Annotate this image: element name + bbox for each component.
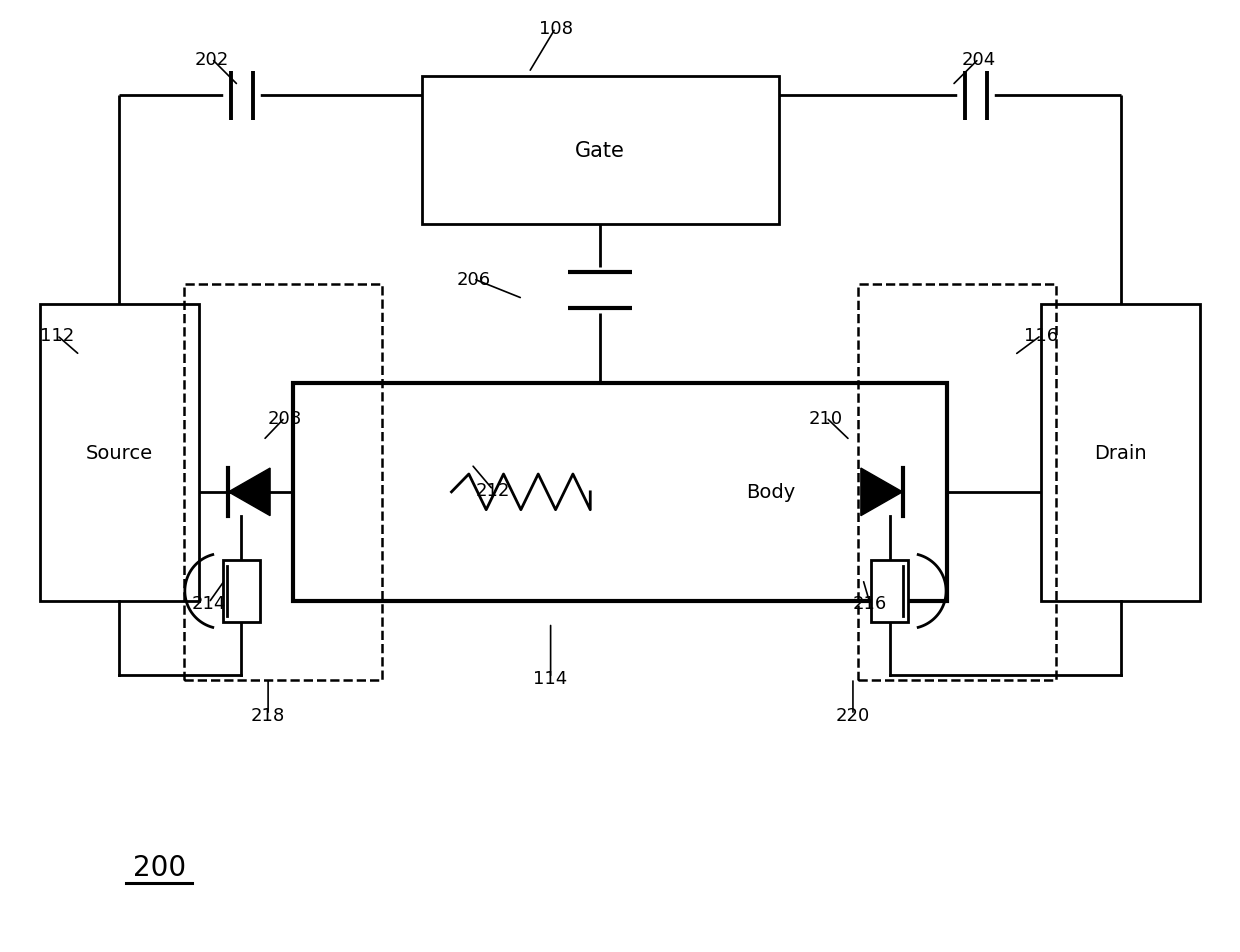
- Text: 204: 204: [962, 50, 996, 69]
- Text: 218: 218: [250, 706, 285, 724]
- Text: 220: 220: [836, 706, 870, 724]
- Bar: [1042, 305, 1200, 602]
- Text: 210: 210: [810, 409, 843, 427]
- Bar: [184, 285, 382, 681]
- Text: 202: 202: [195, 50, 228, 69]
- Text: 214: 214: [191, 594, 226, 612]
- Bar: [40, 305, 198, 602]
- Bar: [870, 561, 909, 622]
- Text: 200: 200: [133, 853, 186, 881]
- Text: 116: 116: [1024, 327, 1059, 345]
- Text: Body: Body: [745, 483, 795, 502]
- Text: Drain: Drain: [1094, 444, 1147, 463]
- Bar: [422, 76, 779, 225]
- Bar: [293, 384, 947, 602]
- Text: 212: 212: [476, 482, 511, 500]
- Text: 206: 206: [456, 270, 490, 288]
- Bar: [858, 285, 1056, 681]
- Text: Gate: Gate: [575, 141, 625, 161]
- Text: Source: Source: [86, 444, 153, 463]
- Polygon shape: [228, 468, 270, 516]
- Text: 114: 114: [533, 669, 568, 687]
- Text: 208: 208: [268, 409, 303, 427]
- Text: 216: 216: [853, 594, 887, 612]
- Polygon shape: [861, 468, 903, 516]
- Bar: [222, 561, 260, 622]
- Text: 112: 112: [40, 327, 74, 345]
- Text: 108: 108: [538, 20, 573, 38]
